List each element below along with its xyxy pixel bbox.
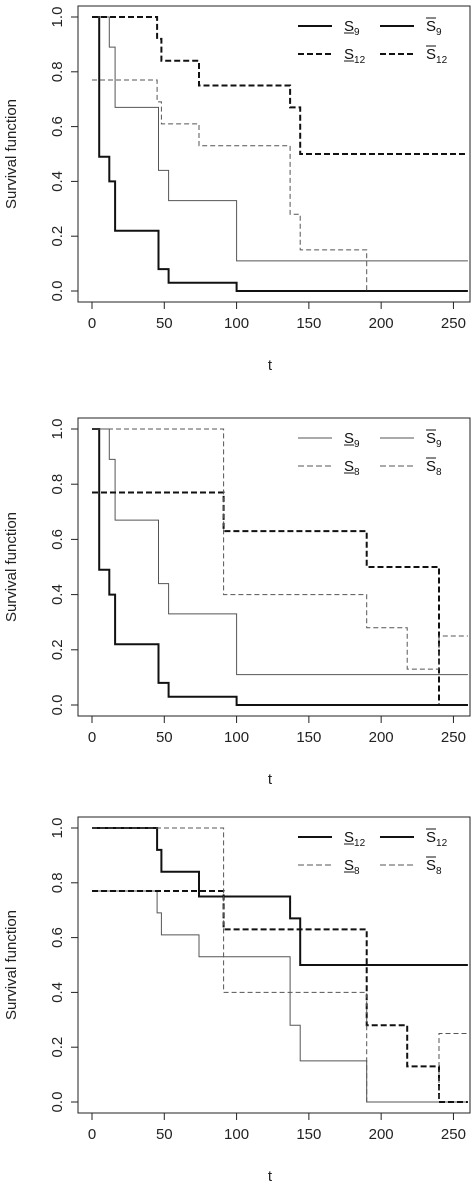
legend-item: S9 [298,430,360,450]
x-tick-label: 100 [224,315,249,332]
plot-frame [77,816,471,1114]
x-tick-label: 0 [88,315,96,332]
legend-label: S8 [426,857,442,877]
x-tick-label: 250 [441,729,466,746]
series-line-3 [92,491,468,706]
series-line-3 [92,16,468,155]
series-line-2 [92,16,468,262]
y-tick-label: 0.6 [49,529,66,550]
x-tick-label: 50 [156,1126,173,1143]
y-tick-label: 0.0 [49,1092,66,1113]
x-tick-label: 100 [224,729,249,746]
x-axis-title: t [268,357,273,374]
legend-label: S9 [426,430,442,450]
legend-item: S12 [298,829,366,849]
y-tick-label: 0.0 [49,695,66,716]
y-tick-label: 0.6 [49,927,66,948]
x-tick-label: 250 [441,1126,466,1143]
x-axis-title: t [268,1168,273,1185]
legend-label: S12 [426,46,448,66]
legend-label: S12 [344,46,366,66]
y-axis-title: Survival function [3,512,20,622]
legend-item: S8 [380,457,442,478]
y-tick-label: 0.8 [49,61,66,82]
legend-label: S12 [344,829,366,849]
legend-item: S9 [380,429,442,450]
y-tick-label: 1.0 [49,818,66,839]
series-line-1 [92,428,468,706]
y-tick-label: 0.0 [49,281,66,302]
series-line-2 [92,890,468,1103]
x-tick-label: 150 [296,729,321,746]
series-line-3 [92,890,468,1103]
y-tick-label: 0.2 [49,639,66,660]
x-tick-label: 50 [156,729,173,746]
legend-item: S8 [298,458,360,478]
x-axis-title: t [268,771,273,788]
x-tick-label: 0 [88,1126,96,1143]
y-tick-label: 0.8 [49,872,66,893]
y-tick-label: 0.2 [49,1037,66,1058]
plot-frame [77,5,471,303]
y-tick-label: 0.4 [49,982,66,1003]
legend-label: S8 [344,458,360,478]
legend-item: S8 [380,856,442,877]
legend-label: S12 [426,829,448,849]
legend-item: S9 [298,18,360,38]
series-line-1 [92,16,468,292]
y-tick-label: 1.0 [49,419,66,440]
legend-item: S12 [380,45,448,66]
y-tick-label: 0.8 [49,474,66,495]
y-tick-label: 0.2 [49,226,66,247]
legend-item: S12 [380,828,448,849]
x-tick-label: 0 [88,729,96,746]
series-line-1 [92,827,468,966]
legend-label: S9 [426,18,442,38]
legend-label: S9 [344,430,360,450]
x-tick-label: 100 [224,1126,249,1143]
y-axis-title: Survival function [3,910,20,1020]
y-axis-title: Survival function [3,99,20,209]
x-tick-label: 200 [369,315,394,332]
series-line-4 [92,79,368,291]
series-line-4 [92,428,468,670]
y-tick-label: 0.4 [49,171,66,192]
y-tick-label: 1.0 [49,7,66,28]
x-tick-label: 150 [296,1126,321,1143]
legend-item: S8 [298,857,360,877]
chart-panel-2: 0 50 100 150 200 250 0.0 0.2 0.4 0.6 0.8 1.0 t Surviv… [3,417,471,788]
legend-item: S12 [298,46,366,66]
x-tick-label: 200 [369,1126,394,1143]
x-tick-label: 150 [296,315,321,332]
y-tick-label: 0.6 [49,116,66,137]
chart-panel-3: 0 50 100 150 200 250 0.0 0.2 0.4 0.6 0.8 1.0 t Surviv… [3,816,471,1185]
x-tick-label: 250 [441,315,466,332]
y-tick-label: 0.4 [49,584,66,605]
x-tick-label: 200 [369,729,394,746]
legend-label: S9 [344,18,360,38]
chart-panel-1: 0 50 100 150 200 250 0.0 0.2 0.4 0.6 0.8 1.0 t Surviv… [3,5,471,374]
x-tick-label: 50 [156,315,173,332]
legend-label: S8 [344,857,360,877]
legend-item: S9 [380,17,442,38]
series-line-2 [92,428,468,676]
plot-frame [77,417,471,717]
legend-label: S8 [426,458,442,478]
